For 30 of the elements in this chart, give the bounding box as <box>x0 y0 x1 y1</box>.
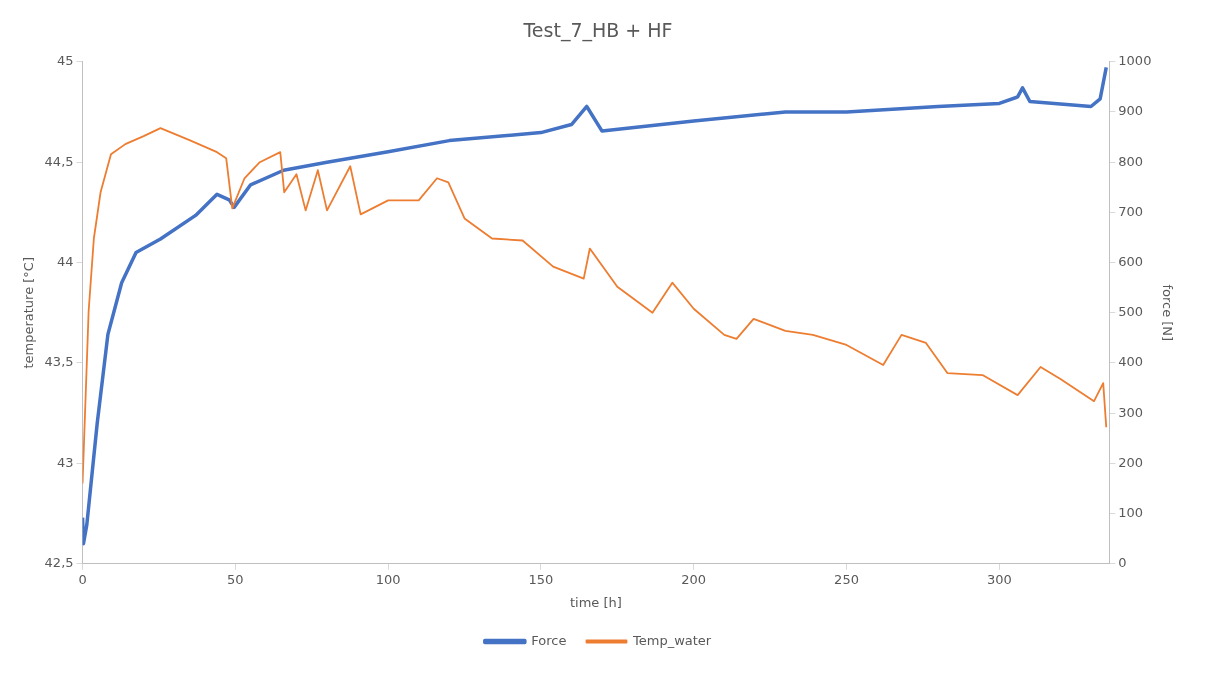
y2-tick-label: 700 <box>1118 203 1144 219</box>
x-tick-label: 0 <box>78 571 87 587</box>
legend-label: Force <box>531 632 567 648</box>
x-tick-label: 100 <box>375 571 401 587</box>
y2-axis-title: force [N] <box>1159 284 1175 342</box>
x-tick-label: 300 <box>986 571 1012 587</box>
y-tick-label: 43,5 <box>44 354 74 370</box>
x-tick-label: 250 <box>834 571 859 587</box>
y-tick-label: 44,5 <box>44 153 74 169</box>
y2-tick-label: 600 <box>1118 253 1144 269</box>
y2-tick-label: 900 <box>1118 103 1144 119</box>
y2-tick-label: 1000 <box>1118 53 1152 69</box>
y2-tick-label: 300 <box>1118 404 1144 420</box>
legend-label: Temp_water <box>631 632 712 648</box>
y-tick-label: 44 <box>57 253 74 269</box>
y-tick-label: 45 <box>57 53 74 69</box>
x-tick-label: 150 <box>528 571 554 587</box>
y2-tick-label: 200 <box>1118 454 1144 470</box>
y-axis-title: temperature [°C] <box>21 257 37 369</box>
y2-tick-label: 0 <box>1118 555 1127 571</box>
y2-tick-label: 100 <box>1118 504 1144 520</box>
chart-title: Test_7_HB + HF <box>522 19 673 43</box>
y2-tick-label: 400 <box>1118 354 1144 370</box>
x-tick-label: 200 <box>681 571 707 587</box>
y2-tick-label: 500 <box>1118 304 1144 320</box>
y-tick-label: 43 <box>57 454 74 470</box>
y-tick-label: 42,5 <box>44 555 74 571</box>
x-tick-label: 50 <box>227 571 244 587</box>
y2-tick-label: 800 <box>1118 153 1144 169</box>
x-axis-title: time [h] <box>569 594 622 610</box>
